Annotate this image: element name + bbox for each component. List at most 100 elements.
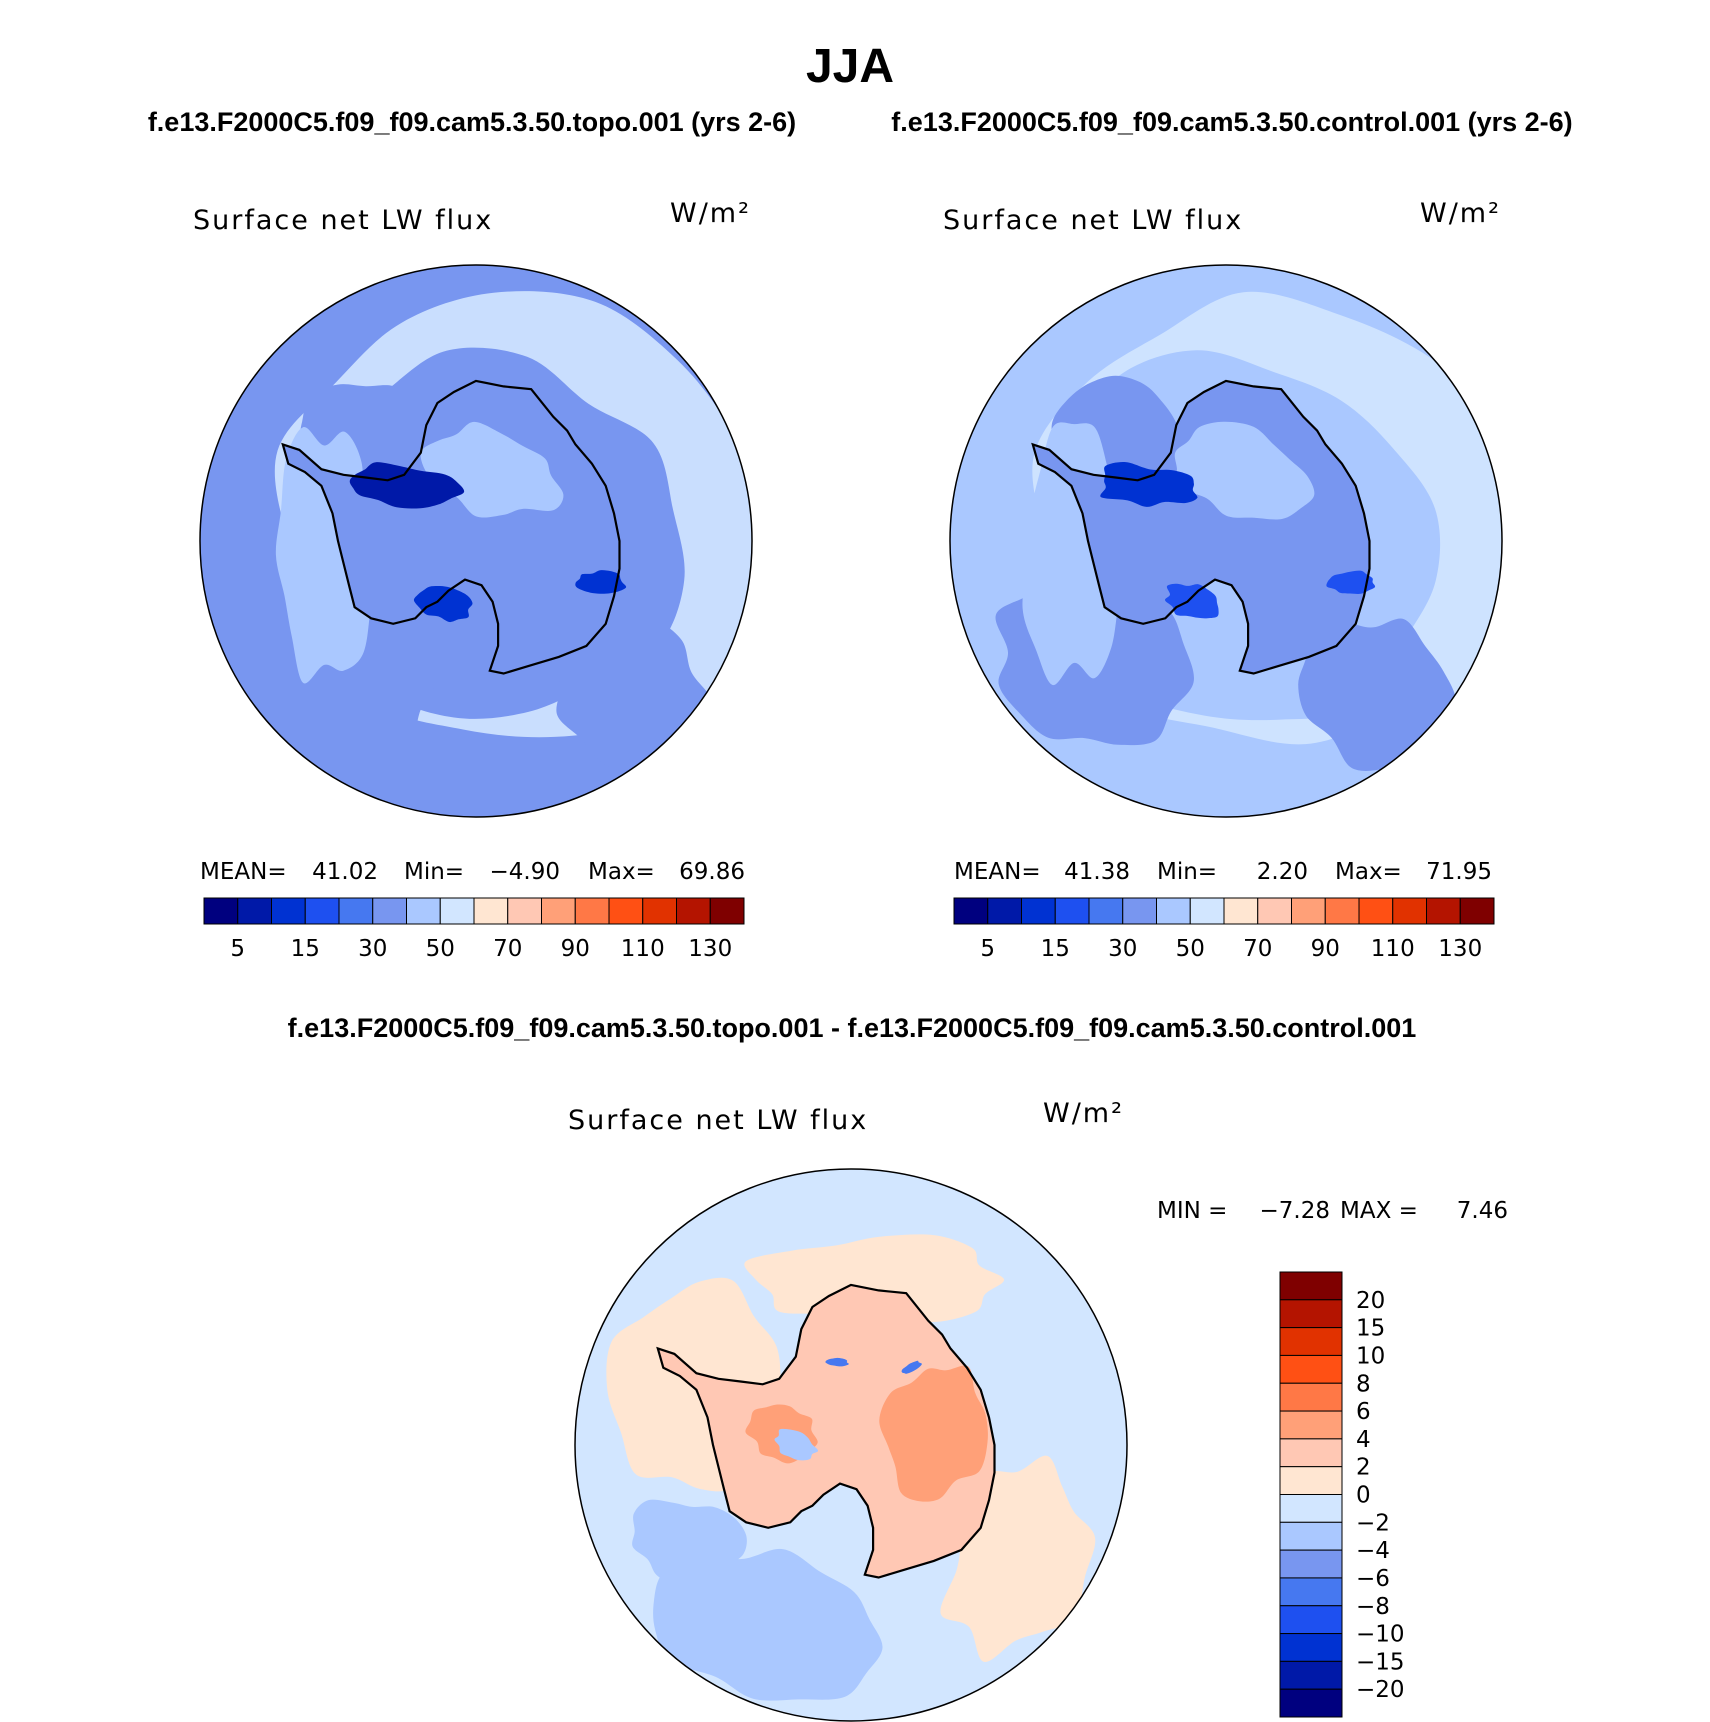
colorbar-tick-0: 5 [980,936,995,962]
diff-map [574,1168,1128,1722]
coastal-minimum-east [1326,570,1376,594]
east-antarctic-plateau [1174,421,1315,520]
ross-ice-minimum [413,586,473,623]
colorbar-box-8 [1279,1494,1343,1523]
topo-stats: MEAN= 41.02 Min= −4.90 Max= 69.86 [200,859,745,885]
control-min-value: 2.20 [1257,859,1308,885]
colorbar-tick-11: −8 [1356,1594,1390,1620]
control-panel: Surface net LW flux W/m² MEAN= 41.38 Min… [943,198,1503,962]
topo-max-value: 69.86 [679,859,745,885]
colorbar-box-14 [676,897,711,925]
colorbar-tick-4: 70 [1243,936,1272,962]
diff-stats: MIN = −7.28 MAX = 7.46 [1157,1198,1508,1224]
control-case-title: f.e13.F2000C5.f09_f09.cam5.3.50.control.… [891,107,1572,137]
colorbar-tick-1: 15 [291,936,320,962]
colorbar-tick-8: −2 [1356,1510,1390,1536]
colorbar-box-10 [541,897,576,925]
coastal-minimum-northeast [901,1360,922,1374]
map-border [199,264,753,818]
colorbar-tick-6: 2 [1356,1455,1371,1481]
colorbar-tick-7: 130 [1438,936,1482,962]
coastline [1031,379,1371,675]
colorbar-tick-0: 5 [230,936,245,962]
colorbar-tick-13: −15 [1356,1649,1405,1675]
colorbar-tick-5: 4 [1356,1427,1371,1453]
colorbar-box-0 [1279,1271,1343,1301]
colorbar-box-13 [1279,1633,1343,1662]
diff-case-title: f.e13.F2000C5.f09_f09.cam5.3.50.topo.001… [288,1013,1417,1043]
diff-units-label: W/m² [1043,1098,1124,1129]
colorbar-tick-0: 20 [1356,1288,1385,1314]
colorbar-box-13 [1392,897,1427,925]
colorbar-box-11 [1279,1577,1343,1607]
colorbar-box-1 [237,897,272,925]
ice-sheet-field [657,1284,995,1578]
colorbar-box-15 [1279,1688,1343,1718]
diff-max-label: MAX = [1340,1198,1418,1224]
topo-mean-value: 41.02 [312,859,378,885]
colorbar-box-4 [1279,1382,1343,1412]
colorbar-tick-10: −6 [1356,1566,1390,1592]
colorbar-box-6 [1156,897,1191,925]
topo-case-title: f.e13.F2000C5.f09_f09.cam5.3.50.topo.001… [148,107,796,137]
colorbar-box-4 [1088,897,1124,925]
colorbar-box-6 [1279,1438,1343,1468]
control-mean-value: 41.38 [1064,859,1130,885]
colorbar-box-10 [1279,1549,1343,1579]
colorbar-box-15 [1459,897,1495,925]
colorbar-tick-3: 50 [426,936,455,962]
colorbar-tick-1: 15 [1041,936,1070,962]
topo-min-value: −4.90 [490,859,560,885]
figure-title: JJA [806,40,894,93]
colorbar-box-1 [987,897,1022,925]
colorbar-tick-7: 130 [688,936,732,962]
coastal-minimum-east [575,570,627,594]
colorbar-box-9 [1279,1521,1343,1551]
colorbar-box-11 [574,897,610,925]
topo-min-label: Min= [404,859,464,885]
topo-map [199,264,753,818]
topo-units-label: W/m² [670,198,751,229]
topo-variable-label: Surface net LW flux [193,205,493,236]
east-antarctic-positive [879,1365,988,1502]
colorbar-box-2 [1279,1327,1343,1356]
control-units-label: W/m² [1420,198,1501,229]
colorbar-tick-7: 0 [1356,1483,1371,1509]
map-border [574,1168,1128,1722]
interior-negative-patch [774,1428,819,1461]
colorbar-box-9 [507,897,542,925]
control-map [949,264,1503,818]
diff-panel: Surface net LW flux W/m² MIN = −7.28 MAX… [568,1098,1508,1722]
colorbar-box-5 [1122,897,1157,925]
colorbar-box-7 [439,897,475,925]
topo-panel: Surface net LW flux W/m² MEAN= 41.02 Min… [193,198,753,962]
diff-variable-label: Surface net LW flux [568,1105,868,1136]
diff-min-label: MIN = [1157,1198,1227,1224]
colorbar-tick-3: 50 [1176,936,1205,962]
diff-min-value: −7.28 [1260,1198,1330,1224]
colorbar-box-14 [1279,1660,1343,1690]
coastline [281,379,621,675]
colorbar-box-11 [1324,897,1360,925]
colorbar-tick-2: 30 [358,936,387,962]
map-border [949,264,1503,818]
colorbar-box-8 [473,897,509,925]
colorbar-box-8 [1223,897,1259,925]
northern-positive-band [744,1234,1005,1323]
colorbar-box-1 [1279,1299,1343,1329]
colorbar-tick-3: 8 [1356,1371,1371,1397]
ross-ice-minimum [1164,583,1219,619]
coastal-minimum-west [349,462,465,509]
colorbar-box-0 [203,897,239,925]
colorbar-tick-12: −10 [1356,1622,1405,1648]
control-max-value: 71.95 [1426,859,1492,885]
colorbar-box-10 [1291,897,1326,925]
colorbar-tick-6: 110 [621,936,665,962]
topo-max-label: Max= [588,859,655,885]
control-max-label: Max= [1335,859,1402,885]
colorbar-box-6 [406,897,441,925]
colorbar-tick-2: 30 [1108,936,1137,962]
colorbar-tick-4: 6 [1356,1399,1371,1425]
